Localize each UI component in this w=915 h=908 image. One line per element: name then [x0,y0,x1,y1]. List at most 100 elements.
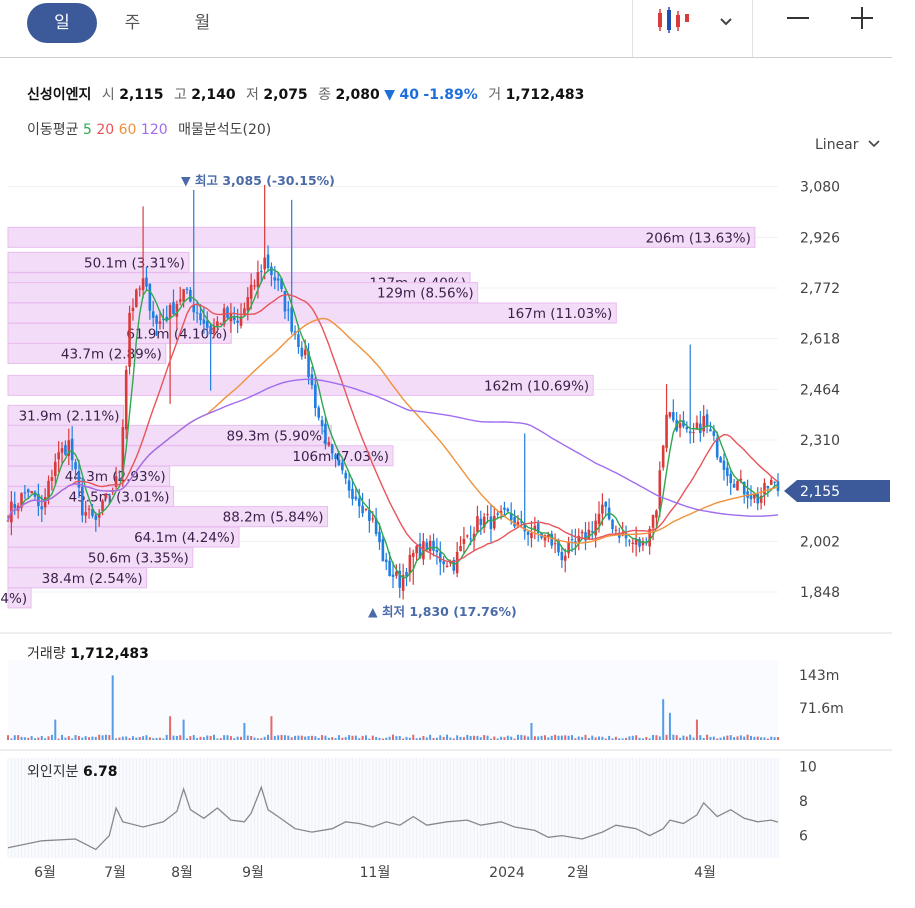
ma60-label: 60 [118,122,137,138]
volume-profile-bar [7,424,332,446]
volume-profile-bar [7,342,167,364]
volume-profile-label: 127m (8.40%) [369,276,466,292]
tab-day[interactable]: 일 [27,3,97,43]
volume-bar [344,737,347,740]
volume-bar [158,737,161,740]
volume-bar [246,735,249,740]
volume-bar [743,736,746,740]
foreign-tick-label: 10 [799,760,817,776]
indicator-legend[interactable]: 이동평균 5 20 60 120 매물분석도(20) [27,119,271,139]
candle-body [182,289,185,302]
volume-bar [557,735,560,740]
volume-bar [763,737,766,740]
candle-body [699,423,702,434]
candle-body [53,461,57,477]
volume-bar [213,734,216,740]
volume-bar [408,737,411,740]
volume-profile-bar [7,445,394,467]
candle-body [344,472,348,479]
candle-body [131,307,135,312]
volume-bar [236,736,239,740]
candle-body [746,491,749,498]
volume-bar [169,716,172,740]
volume-profile-label: 38.4m (2.54%) [42,571,143,587]
volume-bar [462,737,465,740]
candle-body [384,559,388,563]
price-tick-label: 2,618 [800,332,840,348]
volume-bar [13,735,16,740]
candle-body [239,316,243,326]
volume-bar [476,735,479,740]
volume-bar [473,735,476,740]
scale-selector[interactable]: Linear [815,137,881,153]
volume-tick-label: 143m [799,668,839,684]
volume-bar [638,737,641,740]
volume-bar [253,737,256,740]
volume-bar [101,735,104,740]
volume-bar [34,738,37,740]
tab-week[interactable]: 주 [124,13,141,33]
volume-bar [327,737,330,740]
volume-bar [658,736,661,740]
volume-bar [243,723,246,740]
volume-profile-bar [7,226,756,248]
candle-body [567,542,570,554]
volume-bar [152,738,155,740]
volume-bar [668,712,671,740]
volume-bar [493,736,496,740]
volume-bar [263,736,266,740]
volume-bar [584,734,587,740]
candle-body [138,288,142,290]
candle-body [327,442,331,446]
volume-bar [324,735,327,740]
x-tick-label: 11월 [360,865,391,881]
tab-month[interactable]: 월 [194,13,211,33]
volume-bar [145,735,148,740]
volume-bar [331,737,334,740]
volume-profile-bar [7,374,594,396]
zoom-out-button[interactable] [776,5,820,41]
volume-bar [523,735,526,740]
candle-body [172,302,175,315]
candle-body [40,506,44,510]
candle-body [644,542,648,544]
volume-bar [304,736,307,740]
candle-body [628,540,631,542]
volume-bar [196,738,199,740]
candle-body [128,312,131,367]
candle-body [705,414,709,427]
candle-body [543,535,547,541]
candle-body [23,492,27,494]
candle-body [678,423,682,428]
volume-bar [27,737,30,740]
volume-bar [185,738,188,740]
chevron-down-icon[interactable] [708,5,744,41]
x-tick-label: 8월 [171,865,193,881]
volume-bar [452,738,455,740]
volume-bar [439,735,442,740]
candle-body [361,505,364,514]
candle-body [351,488,354,500]
volume-bar [655,735,658,740]
volume-bar [47,736,50,740]
candle-body [428,540,432,552]
candlestick-chart-type-icon[interactable] [648,5,698,41]
candle-body [753,493,756,499]
volume-profile-bar [7,322,232,344]
candle-body [91,509,94,516]
candle-body [135,289,138,308]
volume-profile-label: 31.9m (2.11%) [19,408,120,424]
candle-body [425,542,429,551]
volume-value: 1,712,483 [505,87,585,103]
volume-bar [614,736,617,740]
candle-body [401,575,405,591]
candle-body [503,507,506,510]
volume-profile-label: 167m (11.03%) [507,306,612,322]
volume-bar [645,737,648,740]
volume-bar [756,736,759,740]
zoom-in-button[interactable] [840,5,884,41]
volume-bar [17,735,20,740]
candle-body [736,481,739,491]
volume-profile-bar [7,282,479,304]
volume-bar [459,736,462,740]
